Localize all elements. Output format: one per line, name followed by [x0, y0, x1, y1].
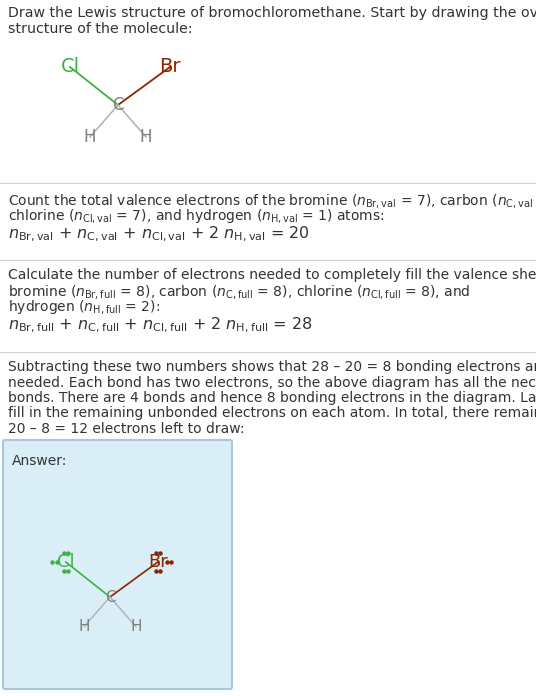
- Text: $n_\mathrm{Br,val}$ + $n_\mathrm{C,val}$ + $n_\mathrm{Cl,val}$ + 2 $n_\mathrm{H,: $n_\mathrm{Br,val}$ + $n_\mathrm{C,val}$…: [8, 225, 310, 244]
- FancyBboxPatch shape: [3, 440, 232, 689]
- Text: C: C: [105, 590, 115, 605]
- Text: bromine ($n_\mathrm{Br,full}$ = 8), carbon ($n_\mathrm{C,full}$ = 8), chlorine (: bromine ($n_\mathrm{Br,full}$ = 8), carb…: [8, 283, 471, 301]
- Text: fill in the remaining unbonded electrons on each atom. In total, there remain: fill in the remaining unbonded electrons…: [8, 406, 536, 420]
- Text: H: H: [130, 619, 142, 634]
- Text: Answer:: Answer:: [12, 454, 68, 468]
- Text: H: H: [140, 128, 152, 146]
- Text: Br: Br: [148, 553, 168, 571]
- Text: chlorine ($n_\mathrm{Cl,val}$ = 7), and hydrogen ($n_\mathrm{H,val}$ = 1) atoms:: chlorine ($n_\mathrm{Cl,val}$ = 7), and …: [8, 207, 385, 225]
- Text: C: C: [112, 96, 124, 114]
- Text: hydrogen ($n_\mathrm{H,full}$ = 2):: hydrogen ($n_\mathrm{H,full}$ = 2):: [8, 298, 160, 316]
- Text: 20 – 8 = 12 electrons left to draw:: 20 – 8 = 12 electrons left to draw:: [8, 422, 244, 436]
- Text: H: H: [84, 128, 96, 146]
- Text: Subtracting these two numbers shows that 28 – 20 = 8 bonding electrons are: Subtracting these two numbers shows that…: [8, 360, 536, 374]
- Text: H: H: [78, 619, 90, 634]
- Text: structure of the molecule:: structure of the molecule:: [8, 22, 192, 36]
- Text: $n_\mathrm{Br,full}$ + $n_\mathrm{C,full}$ + $n_\mathrm{Cl,full}$ + 2 $n_\mathrm: $n_\mathrm{Br,full}$ + $n_\mathrm{C,full…: [8, 316, 312, 335]
- Text: bonds. There are 4 bonds and hence 8 bonding electrons in the diagram. Lastly,: bonds. There are 4 bonds and hence 8 bon…: [8, 391, 536, 405]
- Text: Cl: Cl: [57, 553, 75, 571]
- Text: Br: Br: [159, 58, 181, 77]
- Text: Cl: Cl: [61, 58, 79, 77]
- Text: needed. Each bond has two electrons, so the above diagram has all the necessary: needed. Each bond has two electrons, so …: [8, 376, 536, 390]
- Text: Calculate the number of electrons needed to completely fill the valence shells f: Calculate the number of electrons needed…: [8, 268, 536, 282]
- Text: Count the total valence electrons of the bromine ($n_\mathrm{Br,val}$ = 7), carb: Count the total valence electrons of the…: [8, 192, 536, 210]
- Text: Draw the Lewis structure of bromochloromethane. Start by drawing the overall: Draw the Lewis structure of bromochlorom…: [8, 6, 536, 20]
